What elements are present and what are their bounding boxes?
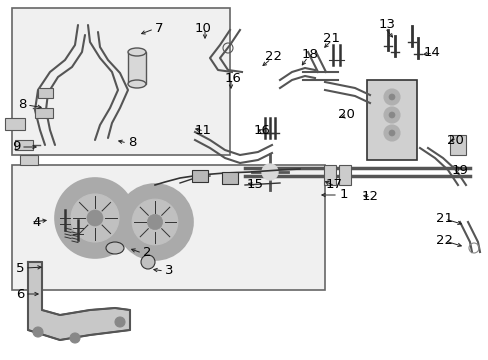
Text: 17: 17 (325, 179, 342, 192)
Ellipse shape (128, 48, 146, 56)
Bar (128, 52, 146, 84)
Text: 8: 8 (128, 136, 136, 149)
Circle shape (115, 317, 125, 327)
Text: 9: 9 (12, 140, 20, 153)
Text: 22: 22 (435, 234, 452, 247)
Bar (35, 108, 53, 118)
Text: 4: 4 (32, 216, 41, 229)
Bar (192, 170, 207, 182)
Text: 14: 14 (423, 45, 440, 58)
Circle shape (262, 164, 278, 180)
Polygon shape (28, 262, 130, 340)
Text: 10: 10 (195, 22, 211, 35)
Text: 2: 2 (142, 247, 151, 260)
Circle shape (147, 215, 163, 230)
Bar (12, 8, 229, 155)
Circle shape (71, 194, 119, 242)
Bar (449, 135, 465, 155)
Circle shape (388, 130, 394, 136)
Text: 18: 18 (302, 49, 318, 62)
Text: 21: 21 (435, 211, 452, 225)
Text: 12: 12 (361, 190, 378, 203)
Text: 1: 1 (339, 189, 348, 202)
Ellipse shape (128, 80, 146, 88)
Circle shape (383, 125, 399, 141)
Circle shape (388, 112, 394, 118)
Circle shape (383, 107, 399, 123)
Bar (38, 88, 53, 98)
Bar (15, 140, 33, 150)
Text: 6: 6 (16, 288, 24, 301)
Bar (20, 155, 38, 165)
Circle shape (33, 327, 43, 337)
Text: 16: 16 (253, 125, 270, 138)
Bar (12, 165, 325, 290)
Text: 13: 13 (378, 18, 395, 31)
Text: 20: 20 (337, 108, 354, 122)
Circle shape (87, 210, 103, 226)
Text: 21: 21 (323, 31, 339, 45)
Text: 11: 11 (195, 125, 212, 138)
Circle shape (388, 94, 394, 100)
Bar (366, 80, 416, 160)
Circle shape (117, 184, 193, 260)
Text: 19: 19 (451, 163, 468, 176)
Text: 20: 20 (446, 134, 463, 147)
Ellipse shape (106, 242, 124, 254)
Circle shape (70, 333, 80, 343)
Text: 3: 3 (164, 265, 173, 278)
Circle shape (55, 178, 135, 258)
Ellipse shape (141, 255, 155, 269)
Bar (5, 118, 25, 130)
Bar (324, 165, 335, 185)
Text: 5: 5 (16, 261, 24, 274)
Text: 15: 15 (246, 179, 264, 192)
Text: 8: 8 (18, 99, 26, 112)
Circle shape (383, 89, 399, 105)
Bar (338, 165, 350, 185)
Text: 16: 16 (224, 72, 242, 85)
Circle shape (132, 199, 178, 245)
Text: 22: 22 (264, 50, 282, 63)
Bar (222, 172, 238, 184)
Text: 7: 7 (155, 22, 163, 35)
